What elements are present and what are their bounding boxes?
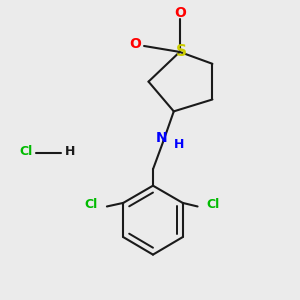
Text: H: H (174, 138, 184, 151)
Text: Cl: Cl (19, 145, 33, 158)
Text: O: O (129, 38, 141, 52)
Text: Cl: Cl (85, 199, 98, 212)
Text: O: O (174, 6, 186, 20)
Text: Cl: Cl (206, 199, 220, 212)
Text: H: H (65, 145, 76, 158)
Text: S: S (176, 44, 187, 59)
Text: N: N (156, 131, 168, 145)
